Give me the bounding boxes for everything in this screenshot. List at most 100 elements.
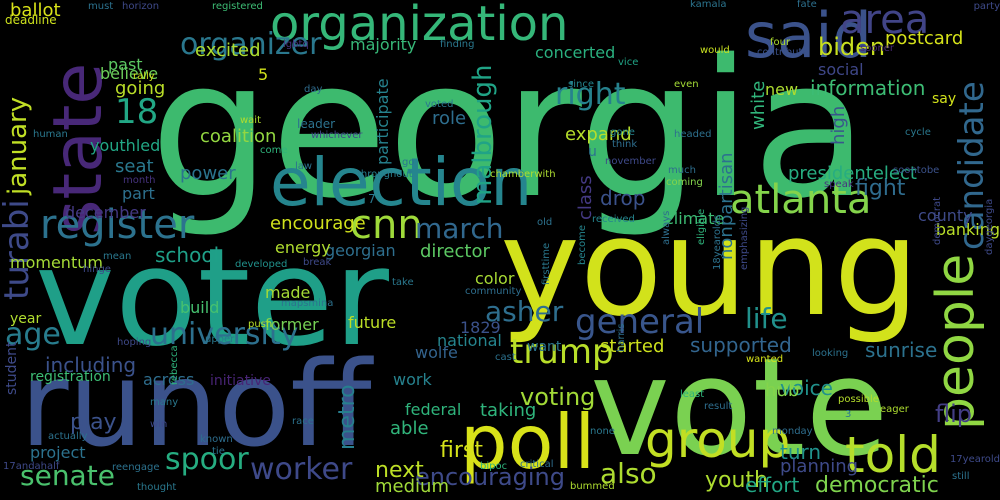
word-register: register [40,202,195,248]
word-developed: developed [235,259,288,270]
word-firsttime: firsttime [541,242,552,285]
word-across: across [143,370,195,389]
word-effort: effort [745,473,800,497]
word-general: general [575,302,705,342]
word-youthled: youthled [90,136,161,155]
word-climate: climate [665,209,725,228]
word-initiative: initiative [210,373,271,389]
word-part: part [122,184,155,203]
word-hub: hub [765,380,800,401]
word-medium: medium [375,476,449,497]
word-malbrough: malbrough [468,64,498,205]
word-atlanta: atlanta [730,177,872,223]
word-critical: critical [520,459,554,470]
word-want: want [527,339,562,355]
word-encourage: encourage [270,213,366,234]
word-push: push [248,319,273,330]
word-former: former [265,315,319,334]
word-encouraging: encouraging [415,463,565,491]
word-flip: flip [935,400,973,428]
word-georgia: georgia [150,19,869,240]
word-supported: supported [690,333,792,357]
word-vote: vote [590,329,889,486]
word-next: next [375,458,424,483]
word-none: none [590,426,615,437]
word-gone: gone [610,127,635,138]
word-group: group [645,411,791,469]
word-vice: vice [618,57,639,68]
word-eligible: eligible [696,208,707,245]
word-voter: voter [35,219,389,376]
word-old: old [537,217,553,228]
word-fight: fight [855,176,906,201]
word-many: many [150,397,179,408]
word-including: including [45,353,137,377]
word-upper: upper [205,334,235,345]
word-always: always [661,210,672,245]
word-democrat: democrat [932,196,943,245]
word-community: community [465,286,522,297]
word-coming: coming [666,177,703,188]
word-going: going [115,78,166,99]
word-become: become [577,224,588,265]
word-role: role [432,108,467,129]
word-past: past [108,55,143,74]
word-headed: headed [674,129,712,140]
word-four: four [770,37,791,48]
word-cnn: cnn [350,202,423,248]
word-excited: excited [195,40,261,61]
word-voice: voice [780,376,833,400]
word-county: county [918,206,973,225]
word-voting: voting [520,383,596,411]
word-seat: seat [115,156,154,177]
word-go: go [402,157,415,168]
word-information: information [810,76,926,100]
word-7: 7 [368,192,376,206]
word-power: power [180,163,236,184]
word-received: received [592,214,635,225]
word-majority: majority [350,35,417,54]
word-even: even [674,79,699,90]
word-whichever: whichever [311,130,363,141]
word-looking: looking [812,348,849,359]
word-project: project [30,443,86,462]
word-wait: wait [240,115,262,126]
word-sooner: sooner [860,43,895,54]
word-mapsmina: mapsmina [281,298,334,309]
word-kamala: kamala [690,0,727,10]
word-day: day [304,84,323,95]
word-coalition: coalition [200,126,277,147]
word-cycle: cycle [905,127,931,138]
word-drop: drop [600,186,646,210]
word-rebecca: rebecca [169,345,180,385]
word-win: win [150,419,168,430]
word-life: life [745,302,788,335]
word-biden: biden [818,33,886,61]
word-told: told [845,426,941,484]
word-concerted: concerted [535,43,616,62]
word-horizon: horizon [122,1,160,12]
word-5: 5 [258,65,269,84]
word-play: play [70,410,117,435]
word-said: said [745,0,872,72]
word-senate: senate [20,459,115,492]
word-turabi: turabi [0,199,37,300]
word-registered: registered [212,1,263,12]
word-first: first [440,438,483,463]
word-monday: monday [772,426,813,437]
word-banking: banking [935,220,1000,239]
word-youth: youth [705,468,768,493]
word-national: national [437,331,502,350]
word-throughout: throughout [357,169,413,180]
word-fate: fate [797,0,817,10]
word-student: student [4,341,20,395]
word-january: january [3,96,33,195]
word-runoff: runoff [20,335,372,473]
word-spoor: spoor [165,442,249,477]
word-sunrise: sunrise [865,338,938,362]
word-break: break [303,257,332,268]
word-wolfe: wolfe [415,343,458,362]
word-age: age [5,317,61,352]
word-emphasizing: emphasizing [739,206,750,270]
